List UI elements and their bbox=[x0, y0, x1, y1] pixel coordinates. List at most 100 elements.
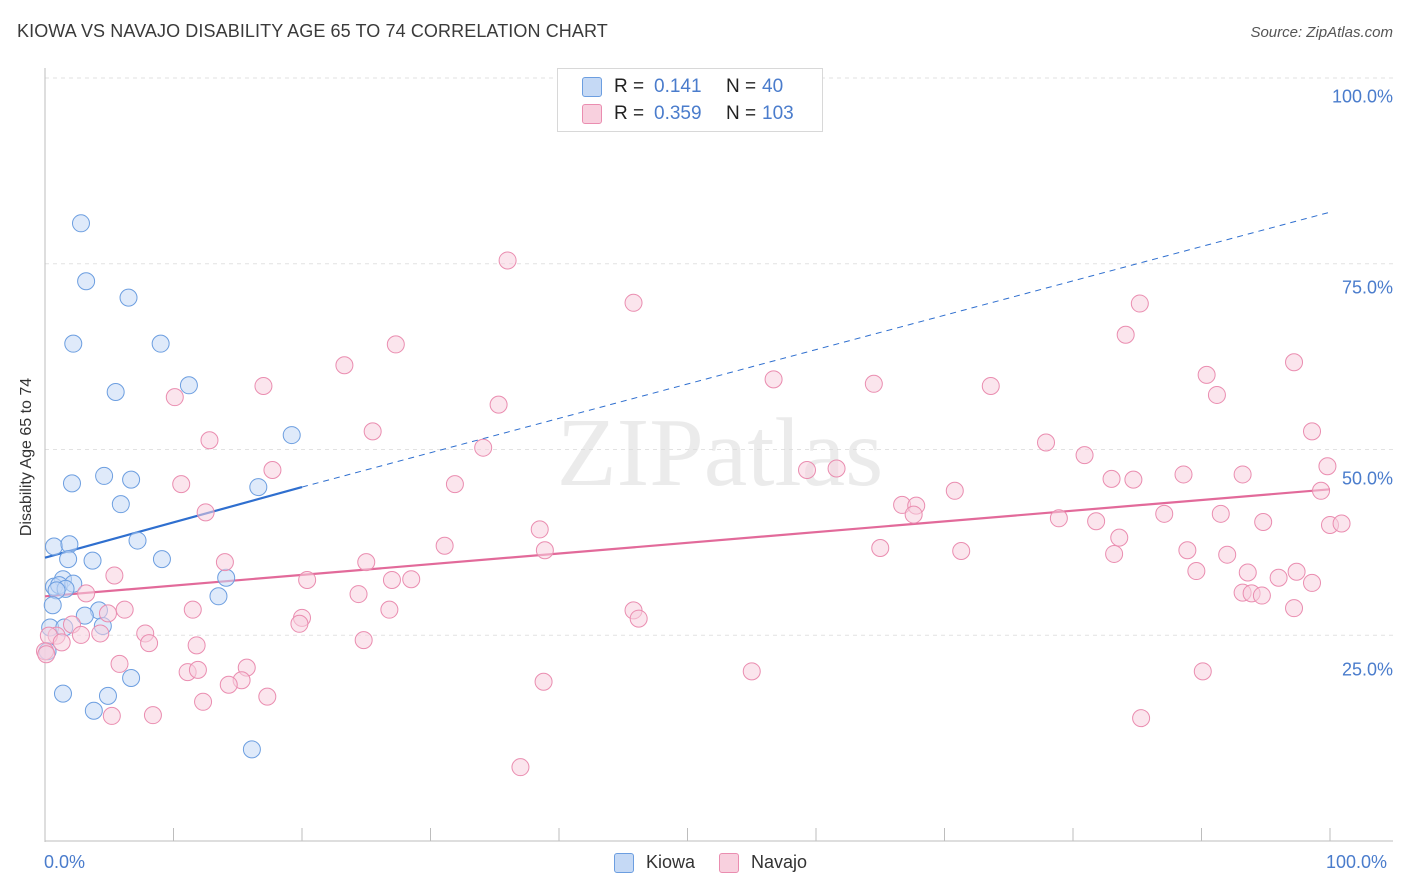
point-navajo bbox=[254, 377, 273, 396]
point-navajo bbox=[402, 570, 421, 589]
point-navajo bbox=[981, 377, 1000, 396]
point-navajo bbox=[1187, 562, 1206, 581]
point-navajo bbox=[511, 758, 530, 777]
point-kiowa bbox=[62, 474, 81, 493]
legend-row-kiowa: R = 0.141 N = 40 bbox=[582, 75, 783, 99]
point-navajo bbox=[904, 505, 923, 524]
point-kiowa bbox=[119, 288, 138, 307]
point-kiowa bbox=[59, 550, 78, 569]
point-navajo bbox=[200, 431, 219, 450]
point-navajo bbox=[1269, 568, 1288, 587]
point-kiowa bbox=[95, 466, 114, 485]
point-kiowa bbox=[71, 214, 90, 233]
point-navajo bbox=[380, 600, 399, 619]
point-navajo bbox=[1197, 365, 1216, 384]
point-kiowa bbox=[43, 596, 62, 615]
point-navajo bbox=[1130, 294, 1149, 313]
y-tick-label-50: 50.0% bbox=[1341, 468, 1393, 489]
legend-item-kiowa: Kiowa bbox=[614, 852, 695, 873]
point-navajo bbox=[115, 600, 134, 619]
data-points bbox=[36, 214, 1351, 777]
point-navajo bbox=[1105, 544, 1124, 563]
point-navajo bbox=[1178, 541, 1197, 560]
point-navajo bbox=[1254, 512, 1273, 531]
point-navajo bbox=[474, 438, 493, 457]
point-navajo bbox=[165, 388, 184, 407]
point-navajo bbox=[215, 553, 234, 572]
point-navajo bbox=[1303, 573, 1322, 592]
point-navajo bbox=[354, 631, 373, 650]
point-navajo bbox=[102, 706, 121, 725]
point-kiowa bbox=[111, 495, 130, 514]
point-navajo bbox=[71, 625, 90, 644]
point-navajo bbox=[298, 570, 317, 589]
point-navajo bbox=[530, 520, 549, 539]
x-tick-label-100: 100.0% bbox=[1326, 852, 1388, 872]
point-navajo bbox=[1102, 469, 1121, 488]
point-navajo bbox=[188, 660, 207, 679]
legend-n-label: N = bbox=[726, 103, 757, 124]
point-kiowa bbox=[242, 740, 261, 759]
legend-item-navajo: Navajo bbox=[719, 852, 807, 873]
legend-n-label: N = bbox=[726, 76, 757, 97]
point-navajo bbox=[1332, 514, 1351, 533]
point-navajo bbox=[1075, 446, 1094, 465]
trend-line-navajo bbox=[44, 488, 1331, 598]
point-kiowa bbox=[77, 272, 96, 291]
point-kiowa bbox=[83, 551, 102, 570]
point-navajo bbox=[263, 460, 282, 479]
point-navajo bbox=[37, 645, 56, 664]
point-navajo bbox=[945, 481, 964, 500]
point-navajo bbox=[187, 636, 206, 655]
point-navajo bbox=[1155, 504, 1174, 523]
legend-label-kiowa: Kiowa bbox=[646, 852, 696, 872]
point-navajo bbox=[1116, 325, 1135, 344]
point-navajo bbox=[1218, 545, 1237, 564]
legend-r-value: 0.359 bbox=[654, 103, 702, 124]
legend-row-navajo: R = 0.359 N = 103 bbox=[582, 102, 794, 126]
kiowa-swatch bbox=[582, 77, 602, 97]
y-tick-label-25: 25.0% bbox=[1341, 659, 1393, 680]
point-navajo bbox=[1174, 465, 1193, 484]
point-kiowa bbox=[53, 684, 72, 703]
point-navajo bbox=[1211, 504, 1230, 523]
point-navajo bbox=[52, 633, 71, 652]
legend-r-value: 0.141 bbox=[654, 76, 702, 97]
point-kiowa bbox=[151, 334, 170, 353]
point-navajo bbox=[196, 503, 215, 522]
point-navajo bbox=[827, 459, 846, 478]
series-legend: Kiowa Navajo bbox=[614, 852, 831, 873]
point-navajo bbox=[1037, 433, 1056, 452]
point-kiowa bbox=[128, 531, 147, 550]
point-navajo bbox=[764, 370, 783, 389]
point-navajo bbox=[864, 374, 883, 393]
point-navajo bbox=[183, 600, 202, 619]
point-navajo bbox=[445, 475, 464, 494]
point-navajo bbox=[363, 422, 382, 441]
point-kiowa bbox=[122, 470, 141, 489]
point-navajo bbox=[498, 251, 517, 270]
point-kiowa bbox=[106, 382, 125, 401]
point-navajo bbox=[335, 356, 354, 375]
point-navajo bbox=[1312, 481, 1331, 500]
point-kiowa bbox=[84, 701, 103, 720]
point-navajo bbox=[382, 570, 401, 589]
correlation-legend: R = 0.141 N = 40 R = 0.359 N = 103 bbox=[557, 68, 823, 132]
point-navajo bbox=[1287, 562, 1306, 581]
point-navajo bbox=[357, 553, 376, 572]
point-navajo bbox=[489, 395, 508, 414]
point-navajo bbox=[871, 539, 890, 558]
point-navajo bbox=[349, 585, 368, 604]
chart-source: Source: ZipAtlas.com bbox=[1250, 24, 1393, 41]
point-navajo bbox=[219, 675, 238, 694]
point-navajo bbox=[91, 624, 110, 643]
navajo-swatch bbox=[582, 104, 602, 124]
point-kiowa bbox=[179, 376, 198, 395]
point-navajo bbox=[629, 609, 648, 628]
y-tick-label-100: 100.0% bbox=[1331, 86, 1393, 107]
point-navajo bbox=[98, 604, 117, 623]
point-kiowa bbox=[217, 568, 236, 587]
legend-n-value: 40 bbox=[762, 76, 784, 97]
point-navajo bbox=[1087, 512, 1106, 531]
